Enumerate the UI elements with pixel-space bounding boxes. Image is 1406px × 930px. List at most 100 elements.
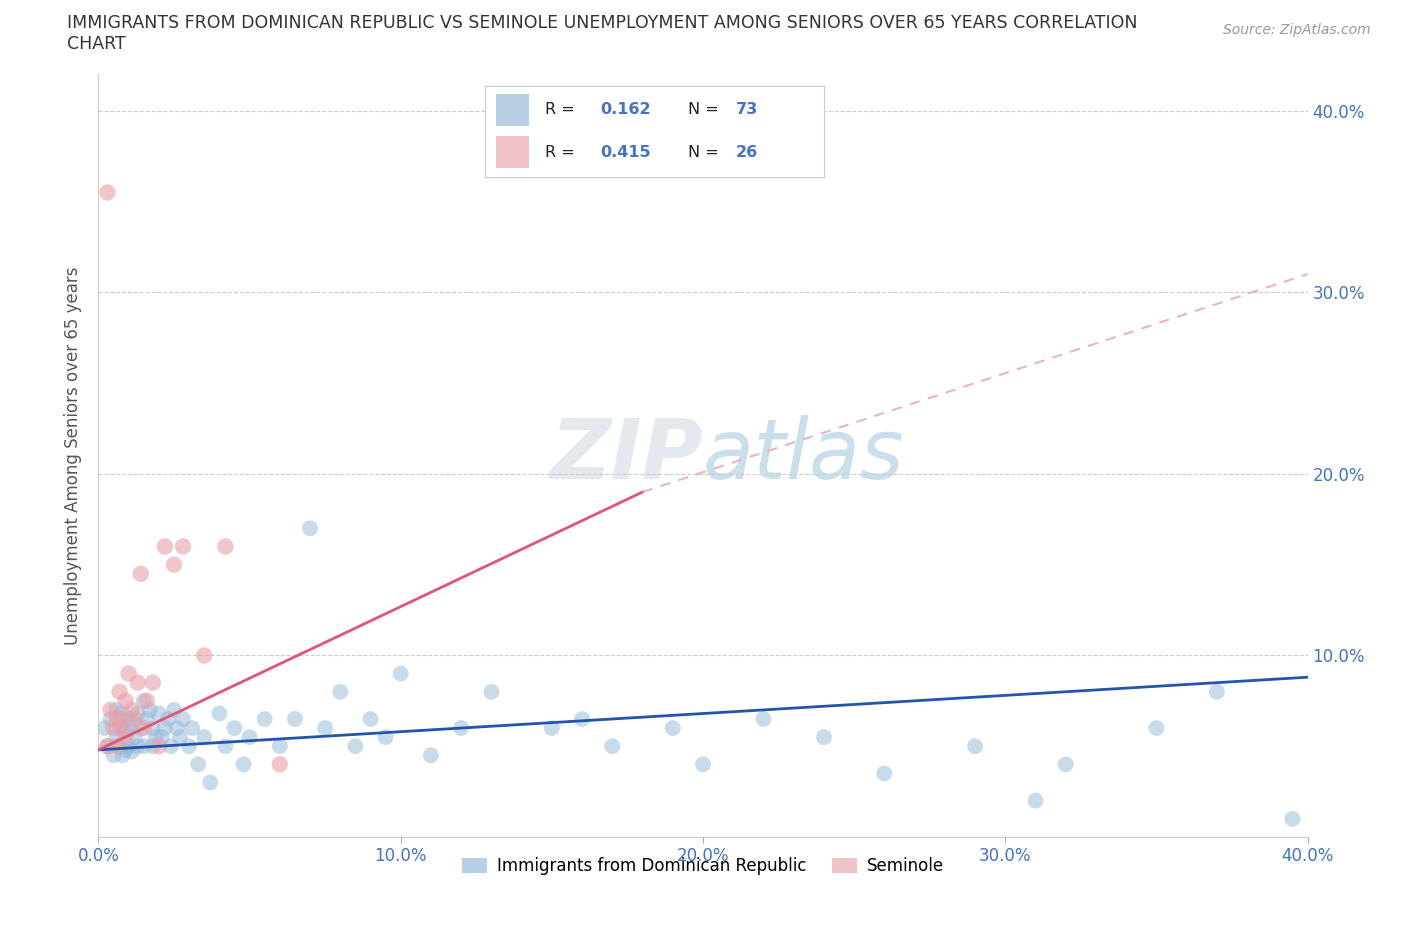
Seminole bbox=[153, 539, 176, 554]
Immigrants from Dominican Republic bbox=[1144, 721, 1167, 736]
Immigrants from Dominican Republic bbox=[360, 711, 382, 726]
Immigrants from Dominican Republic bbox=[481, 684, 503, 699]
Text: CHART: CHART bbox=[67, 35, 127, 53]
Immigrants from Dominican Republic bbox=[571, 711, 593, 726]
Immigrants from Dominican Republic bbox=[100, 711, 122, 726]
Seminole bbox=[105, 738, 128, 753]
Immigrants from Dominican Republic bbox=[111, 748, 134, 763]
Immigrants from Dominican Republic bbox=[299, 521, 322, 536]
Immigrants from Dominican Republic bbox=[193, 730, 215, 745]
Immigrants from Dominican Republic bbox=[314, 721, 336, 736]
Immigrants from Dominican Republic bbox=[156, 711, 179, 726]
Immigrants from Dominican Republic bbox=[389, 666, 412, 681]
Immigrants from Dominican Republic bbox=[420, 748, 443, 763]
Immigrants from Dominican Republic bbox=[145, 730, 167, 745]
Immigrants from Dominican Republic bbox=[114, 742, 136, 757]
Seminole bbox=[105, 711, 128, 726]
Text: atlas: atlas bbox=[703, 415, 904, 497]
Seminole bbox=[108, 684, 131, 699]
Immigrants from Dominican Republic bbox=[813, 730, 835, 745]
Seminole bbox=[121, 702, 143, 717]
Immigrants from Dominican Republic bbox=[124, 730, 146, 745]
Immigrants from Dominican Republic bbox=[111, 706, 134, 721]
Immigrants from Dominican Republic bbox=[269, 738, 291, 753]
Immigrants from Dominican Republic bbox=[692, 757, 714, 772]
Immigrants from Dominican Republic bbox=[142, 738, 165, 753]
Immigrants from Dominican Republic bbox=[118, 711, 141, 726]
Immigrants from Dominican Republic bbox=[374, 730, 396, 745]
Seminole bbox=[269, 757, 291, 772]
Immigrants from Dominican Republic bbox=[965, 738, 987, 753]
Seminole bbox=[114, 730, 136, 745]
Immigrants from Dominican Republic bbox=[224, 721, 246, 736]
Immigrants from Dominican Republic bbox=[752, 711, 775, 726]
Immigrants from Dominican Republic bbox=[160, 738, 183, 753]
Immigrants from Dominican Republic bbox=[1281, 811, 1303, 826]
Immigrants from Dominican Republic bbox=[208, 706, 231, 721]
Immigrants from Dominican Republic bbox=[132, 694, 155, 709]
Seminole bbox=[129, 566, 152, 581]
Seminole bbox=[132, 721, 155, 736]
Seminole bbox=[142, 675, 165, 690]
Immigrants from Dominican Republic bbox=[181, 721, 204, 736]
Seminole bbox=[172, 539, 194, 554]
Seminole bbox=[118, 666, 141, 681]
Seminole bbox=[103, 721, 125, 736]
Immigrants from Dominican Republic bbox=[214, 738, 236, 753]
Seminole bbox=[124, 711, 146, 726]
Immigrants from Dominican Republic bbox=[179, 738, 201, 753]
Immigrants from Dominican Republic bbox=[1024, 793, 1046, 808]
Immigrants from Dominican Republic bbox=[450, 721, 472, 736]
Seminole bbox=[127, 675, 149, 690]
Immigrants from Dominican Republic bbox=[127, 706, 149, 721]
Immigrants from Dominican Republic bbox=[105, 730, 128, 745]
Immigrants from Dominican Republic bbox=[169, 730, 191, 745]
Immigrants from Dominican Republic bbox=[661, 721, 683, 736]
Text: Source: ZipAtlas.com: Source: ZipAtlas.com bbox=[1223, 23, 1371, 37]
Immigrants from Dominican Republic bbox=[135, 711, 157, 726]
Seminole bbox=[163, 557, 186, 572]
Immigrants from Dominican Republic bbox=[93, 721, 115, 736]
Seminole bbox=[193, 648, 215, 663]
Immigrants from Dominican Republic bbox=[253, 711, 276, 726]
Seminole bbox=[100, 702, 122, 717]
Immigrants from Dominican Republic bbox=[108, 738, 131, 753]
Legend: Immigrants from Dominican Republic, Seminole: Immigrants from Dominican Republic, Semi… bbox=[456, 851, 950, 882]
Immigrants from Dominican Republic bbox=[166, 721, 188, 736]
Immigrants from Dominican Republic bbox=[232, 757, 254, 772]
Immigrants from Dominican Republic bbox=[239, 730, 262, 745]
Immigrants from Dominican Republic bbox=[118, 738, 141, 753]
Immigrants from Dominican Republic bbox=[602, 738, 624, 753]
Text: ZIP: ZIP bbox=[550, 415, 703, 497]
Immigrants from Dominican Republic bbox=[329, 684, 352, 699]
Immigrants from Dominican Republic bbox=[142, 721, 165, 736]
Seminole bbox=[148, 738, 170, 753]
Immigrants from Dominican Republic bbox=[127, 738, 149, 753]
Seminole bbox=[96, 738, 118, 753]
Seminole bbox=[111, 721, 134, 736]
Immigrants from Dominican Republic bbox=[153, 721, 176, 736]
Immigrants from Dominican Republic bbox=[284, 711, 307, 726]
Immigrants from Dominican Republic bbox=[132, 738, 155, 753]
Immigrants from Dominican Republic bbox=[172, 711, 194, 726]
Immigrants from Dominican Republic bbox=[108, 721, 131, 736]
Seminole bbox=[96, 185, 118, 200]
Immigrants from Dominican Republic bbox=[873, 766, 896, 781]
Immigrants from Dominican Republic bbox=[139, 702, 162, 717]
Immigrants from Dominican Republic bbox=[129, 721, 152, 736]
Immigrants from Dominican Republic bbox=[150, 730, 173, 745]
Immigrants from Dominican Republic bbox=[187, 757, 209, 772]
Immigrants from Dominican Republic bbox=[540, 721, 562, 736]
Immigrants from Dominican Republic bbox=[105, 702, 128, 717]
Immigrants from Dominican Republic bbox=[148, 706, 170, 721]
Immigrants from Dominican Republic bbox=[121, 717, 143, 732]
Immigrants from Dominican Republic bbox=[114, 724, 136, 739]
Immigrants from Dominican Republic bbox=[103, 748, 125, 763]
Immigrants from Dominican Republic bbox=[121, 744, 143, 759]
Immigrants from Dominican Republic bbox=[1054, 757, 1077, 772]
Immigrants from Dominican Republic bbox=[163, 702, 186, 717]
Text: IMMIGRANTS FROM DOMINICAN REPUBLIC VS SEMINOLE UNEMPLOYMENT AMONG SENIORS OVER 6: IMMIGRANTS FROM DOMINICAN REPUBLIC VS SE… bbox=[67, 14, 1137, 32]
Immigrants from Dominican Republic bbox=[200, 775, 222, 790]
Seminole bbox=[114, 694, 136, 709]
Seminole bbox=[135, 694, 157, 709]
